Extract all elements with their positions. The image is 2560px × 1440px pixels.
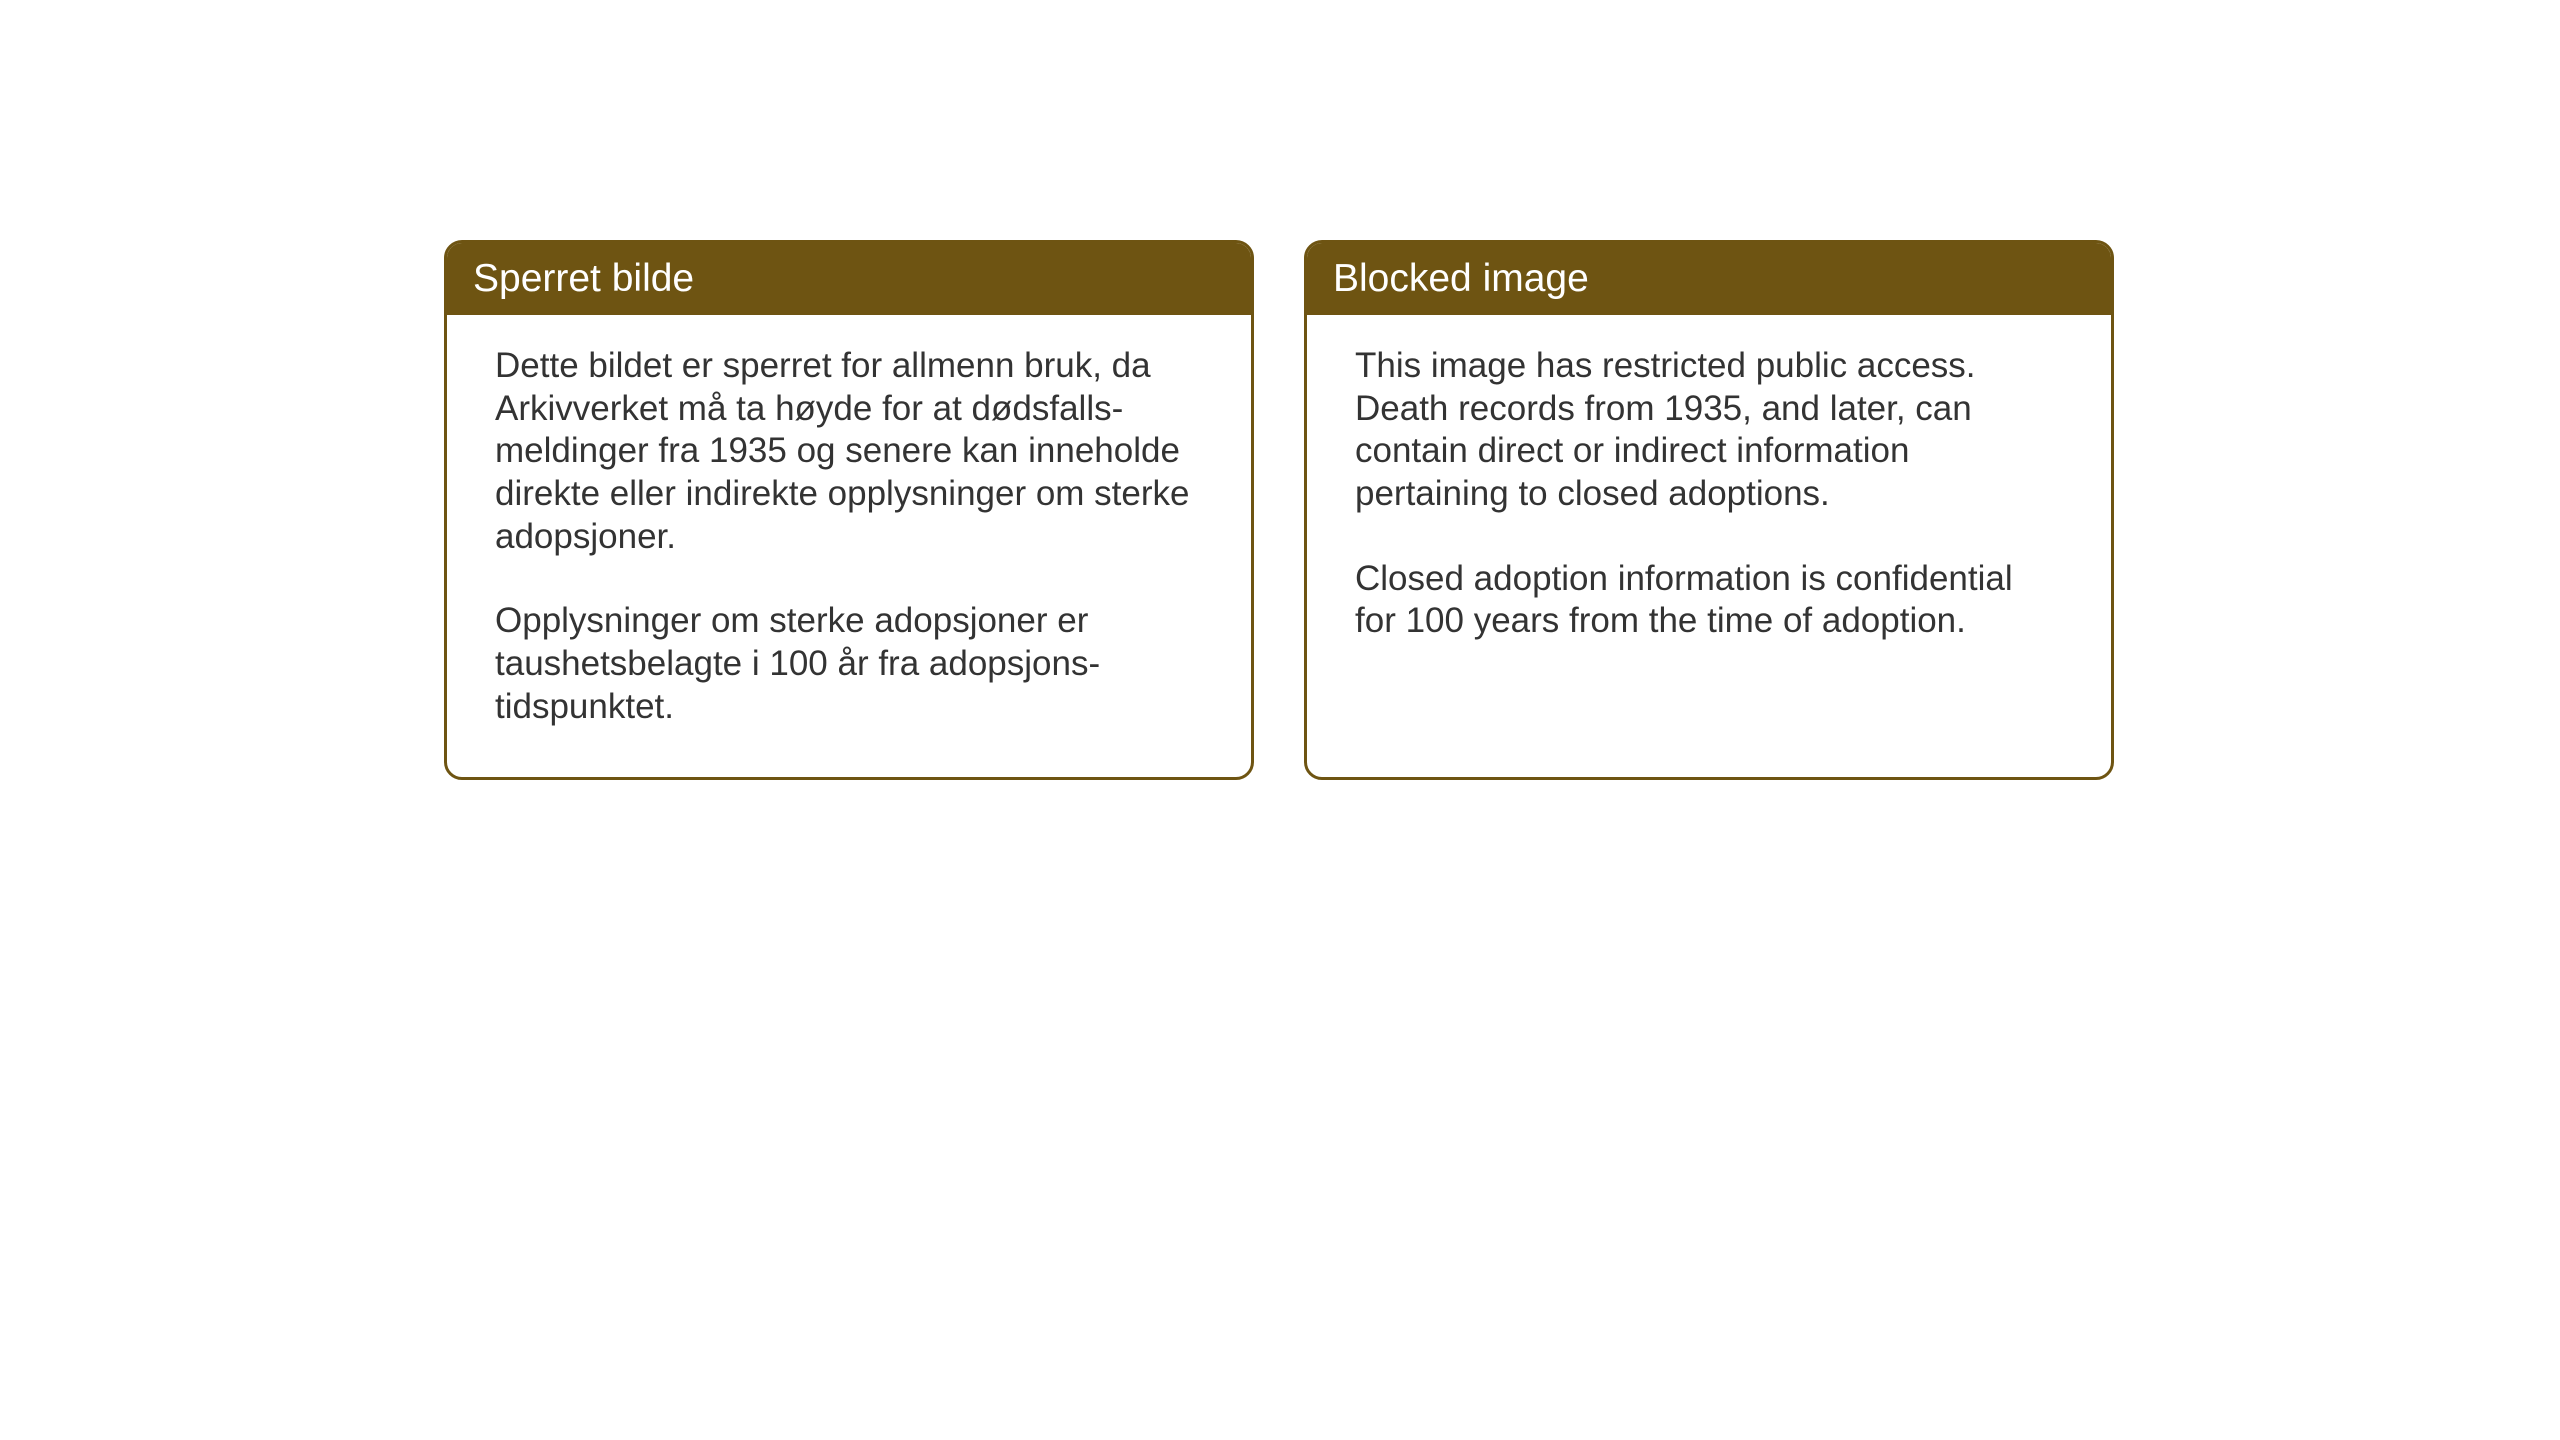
paragraph-norwegian-1: Dette bildet er sperret for allmenn bruk… [495, 345, 1203, 558]
notice-container: Sperret bilde Dette bildet er sperret fo… [0, 0, 2560, 780]
notice-card-norwegian: Sperret bilde Dette bildet er sperret fo… [444, 240, 1254, 780]
notice-card-english: Blocked image This image has restricted … [1304, 240, 2114, 780]
paragraph-english-2: Closed adoption information is confident… [1355, 558, 2063, 643]
card-title-english: Blocked image [1307, 243, 2111, 315]
card-title-norwegian: Sperret bilde [447, 243, 1251, 315]
card-body-norwegian: Dette bildet er sperret for allmenn bruk… [447, 315, 1251, 777]
paragraph-english-1: This image has restricted public access.… [1355, 345, 2063, 516]
card-body-english: This image has restricted public access.… [1307, 315, 2111, 691]
paragraph-norwegian-2: Opplysninger om sterke adopsjoner er tau… [495, 600, 1203, 728]
